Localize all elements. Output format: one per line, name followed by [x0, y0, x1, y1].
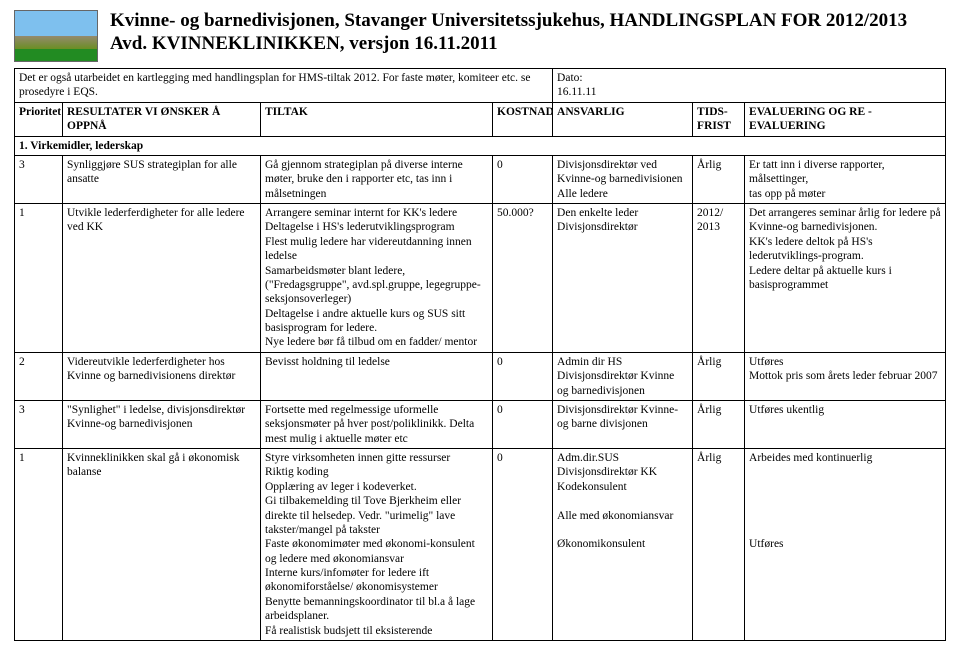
cell-tidsfrist: 2012/2013: [693, 204, 745, 353]
cell-tidsfrist: Årlig: [693, 352, 745, 400]
cell-tiltak: Arrangere seminar internt for KK's leder…: [261, 204, 493, 353]
cell-ansvarlig: Admin dir HSDivisjonsdirektør Kvinne og …: [553, 352, 693, 400]
cell-evaluering: Det arrangeres seminar årlig for ledere …: [745, 204, 946, 353]
cell-tidsfrist: Årlig: [693, 400, 745, 448]
column-headers: Prioritet RESULTATER VI ØNSKER Å OPPNÅ T…: [15, 102, 946, 136]
cell-ansvarlig: Adm.dir.SUSDivisjonsdirektør KKKodekonsu…: [553, 449, 693, 641]
col-evaluering: EVALUERING OG RE -EVALUERING: [745, 102, 946, 136]
cell-prio: 3: [15, 400, 63, 448]
cell-tiltak: Fortsette med regelmessige uformelle sek…: [261, 400, 493, 448]
title-line-1: Kvinne- og barnedivisjonen, Stavanger Un…: [110, 10, 946, 33]
col-resultater: RESULTATER VI ØNSKER Å OPPNÅ: [63, 102, 261, 136]
cell-resultater: Synliggjøre SUS strategiplan for alle an…: [63, 155, 261, 203]
cell-prio: 3: [15, 155, 63, 203]
cell-resultater: Videreutvikle lederferdigheter hos Kvinn…: [63, 352, 261, 400]
cell-tiltak: Styre virksomheten innen gitte ressurser…: [261, 449, 493, 641]
col-kostnad: KOSTNAD: [493, 102, 553, 136]
col-tiltak: TILTAK: [261, 102, 493, 136]
cell-tidsfrist: Årlig: [693, 449, 745, 641]
col-ansvarlig: ANSVARLIG: [553, 102, 693, 136]
cell-evaluering: Utføres ukentlig: [745, 400, 946, 448]
table-row: 2 Videreutvikle lederferdigheter hos Kvi…: [15, 352, 946, 400]
cell-ansvarlig: Den enkelte lederDivisjonsdirektør: [553, 204, 693, 353]
meta-note: Det er også utarbeidet en kartlegging me…: [15, 69, 553, 103]
plan-table: Det er også utarbeidet en kartlegging me…: [14, 68, 946, 641]
dato-label: Dato:: [557, 72, 583, 84]
title-line-2: Avd. KVINNEKLINIKKEN, versjon 16.11.2011: [110, 33, 946, 56]
cell-tidsfrist: Årlig: [693, 155, 745, 203]
col-tidsfrist: TIDS-FRIST: [693, 102, 745, 136]
logo-image: [14, 10, 98, 62]
cell-resultater: Utvikle lederferdigheter for alle ledere…: [63, 204, 261, 353]
cell-tiltak: Gå gjennom strategiplan på diverse inter…: [261, 155, 493, 203]
cell-evaluering: Arbeides med kontinuerligUtføres: [745, 449, 946, 641]
meta-dato: Dato: 16.11.11: [553, 69, 946, 103]
cell-prio: 2: [15, 352, 63, 400]
cell-kostnad: 50.000?: [493, 204, 553, 353]
cell-ansvarlig: Divisjonsdirektør ved Kvinne-og barnediv…: [553, 155, 693, 203]
table-row: 1 Kvinneklinikken skal gå i økonomisk ba…: [15, 449, 946, 641]
cell-resultater: "Synlighet" i ledelse, divisjonsdirektør…: [63, 400, 261, 448]
col-prioritet: Prioritet: [15, 102, 63, 136]
cell-prio: 1: [15, 204, 63, 353]
cell-evaluering: UtføresMottok pris som årets leder febru…: [745, 352, 946, 400]
cell-prio: 1: [15, 449, 63, 641]
cell-ansvarlig: Divisjonsdirektør Kvinne-og barne divisj…: [553, 400, 693, 448]
cell-evaluering: Er tatt inn i diverse rapporter, målsett…: [745, 155, 946, 203]
cell-kostnad: 0: [493, 449, 553, 641]
cell-kostnad: 0: [493, 352, 553, 400]
cell-kostnad: 0: [493, 155, 553, 203]
cell-tiltak: Bevisst holdning til ledelse: [261, 352, 493, 400]
page: Kvinne- og barnedivisjonen, Stavanger Un…: [0, 0, 960, 661]
table-row: 1 Utvikle lederferdigheter for alle lede…: [15, 204, 946, 353]
table-row: 3 Synliggjøre SUS strategiplan for alle …: [15, 155, 946, 203]
table-row: 3 "Synlighet" i ledelse, divisjonsdirekt…: [15, 400, 946, 448]
header: Kvinne- og barnedivisjonen, Stavanger Un…: [14, 10, 946, 62]
meta-row: Det er også utarbeidet en kartlegging me…: [15, 69, 946, 103]
dato-value: 16.11.11: [557, 86, 596, 98]
cell-resultater: Kvinneklinikken skal gå i økonomisk bala…: [63, 449, 261, 641]
section-1-heading: 1. Virkemidler, lederskap: [15, 136, 946, 155]
cell-kostnad: 0: [493, 400, 553, 448]
section-1-title: 1. Virkemidler, lederskap: [15, 136, 946, 155]
title-block: Kvinne- og barnedivisjonen, Stavanger Un…: [110, 10, 946, 56]
